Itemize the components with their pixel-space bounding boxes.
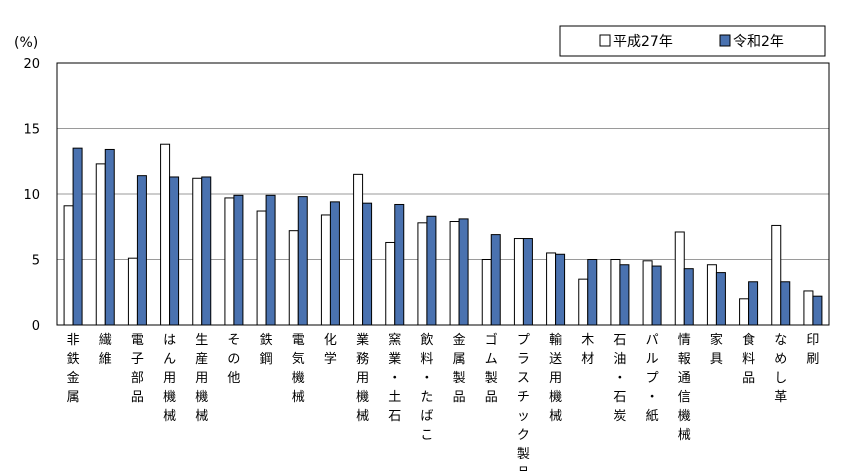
category-label: 鉄鋼 (260, 333, 273, 367)
y-axis-ticks: 0 5 10 15 20 (23, 57, 40, 334)
grid-lines (57, 128, 829, 260)
y-tick-label: 15 (23, 123, 40, 138)
bar-heisei27 (546, 252, 557, 326)
bar-heisei27 (739, 298, 750, 326)
bar-reiwa2 (297, 196, 308, 326)
category-label: 飲料・たばこ (420, 332, 433, 443)
category-label: 化学 (324, 333, 337, 367)
bar-reiwa2 (458, 218, 469, 326)
category-label: 食料品 (742, 332, 755, 386)
legend-swatch-reiwa2 (719, 34, 731, 47)
legend: 平成27年 令和2年 (559, 25, 826, 57)
y-tick-label: 20 (23, 57, 40, 72)
bar-reiwa2 (522, 238, 533, 326)
bar-heisei27 (706, 264, 717, 326)
category-label: 家具 (710, 332, 723, 367)
legend-label-reiwa2: 令和2年 (733, 34, 784, 50)
bar-heisei27 (803, 290, 814, 326)
bar-heisei27 (63, 205, 74, 326)
bar-reiwa2 (104, 148, 115, 326)
bar-reiwa2 (233, 194, 244, 326)
y-tick-label: 10 (23, 188, 40, 203)
bar-reiwa2 (780, 281, 791, 326)
category-label: 木材 (581, 333, 594, 367)
category-label: 業務用機械 (356, 332, 369, 424)
category-label: その他 (227, 333, 240, 386)
bar-heisei27 (192, 177, 203, 326)
category-label: プラスチック製品 (517, 333, 530, 472)
category-label: パルプ・紙 (646, 333, 659, 424)
bar-reiwa2 (812, 295, 823, 326)
x-axis-labels: 非鉄金属 繊維 電子部品 はん用機械 生産用機械 その他 鉄鋼 電気機械 化学 業務用機械 窯業・土… (67, 332, 820, 472)
legend-swatch-heisei27 (599, 34, 611, 47)
category-label: 印刷 (806, 333, 819, 367)
bar-reiwa2 (715, 272, 726, 326)
bars (63, 143, 823, 326)
bar-reiwa2 (651, 265, 662, 326)
bar-heisei27 (127, 257, 138, 326)
y-axis-unit-label: (%) (14, 35, 38, 51)
category-label: 輸送用機械 (549, 333, 562, 424)
category-label: 情報通信機械 (678, 333, 691, 443)
bar-reiwa2 (201, 176, 212, 326)
bar-heisei27 (320, 214, 331, 326)
bar-heisei27 (256, 210, 267, 326)
category-label: 非鉄金属 (67, 333, 80, 405)
category-label: 電子部品 (131, 333, 144, 405)
bar-heisei27 (353, 173, 364, 326)
category-label: ゴム製品 (485, 332, 498, 405)
category-label: はん用機械 (163, 333, 176, 424)
plot-area (56, 62, 830, 326)
y-tick-label: 5 (32, 254, 40, 269)
bar-reiwa2 (136, 175, 147, 326)
bar-heisei27 (224, 197, 235, 326)
legend-label-heisei27: 平成27年 (613, 34, 673, 50)
category-label: 金属製品 (453, 332, 466, 405)
bar-reiwa2 (619, 264, 630, 326)
category-label: 電気機械 (292, 333, 305, 405)
bar-heisei27 (417, 222, 428, 326)
bar-heisei27 (160, 143, 171, 326)
bar-reiwa2 (394, 203, 405, 326)
bar-heisei27 (771, 224, 782, 326)
bar-reiwa2 (555, 253, 566, 326)
bar-reiwa2 (329, 201, 340, 326)
category-label: 生産用機械 (195, 333, 208, 424)
bar-heisei27 (674, 231, 685, 326)
y-tick-label: 0 (32, 319, 40, 334)
bar-reiwa2 (587, 259, 598, 326)
bar-heisei27 (481, 259, 492, 326)
bar-reiwa2 (426, 215, 437, 326)
category-label: なめし革 (774, 333, 787, 405)
bar-heisei27 (449, 221, 460, 326)
bar-reiwa2 (490, 234, 501, 326)
bar-heisei27 (578, 278, 589, 326)
category-label: 石油・石炭 (613, 333, 626, 424)
bar-heisei27 (95, 163, 106, 326)
category-label: 窯業・土石 (388, 333, 401, 424)
bar-reiwa2 (362, 202, 373, 326)
category-label: 繊維 (99, 332, 112, 367)
bar-reiwa2 (72, 147, 83, 326)
bar-heisei27 (642, 260, 653, 326)
bar-reiwa2 (265, 194, 276, 326)
bar-heisei27 (513, 238, 524, 326)
bar-reiwa2 (683, 268, 694, 326)
bar-heisei27 (288, 230, 299, 326)
bar-heisei27 (385, 241, 396, 326)
bar-reiwa2 (169, 176, 180, 326)
bar-reiwa2 (748, 281, 759, 326)
bar-heisei27 (610, 259, 621, 326)
